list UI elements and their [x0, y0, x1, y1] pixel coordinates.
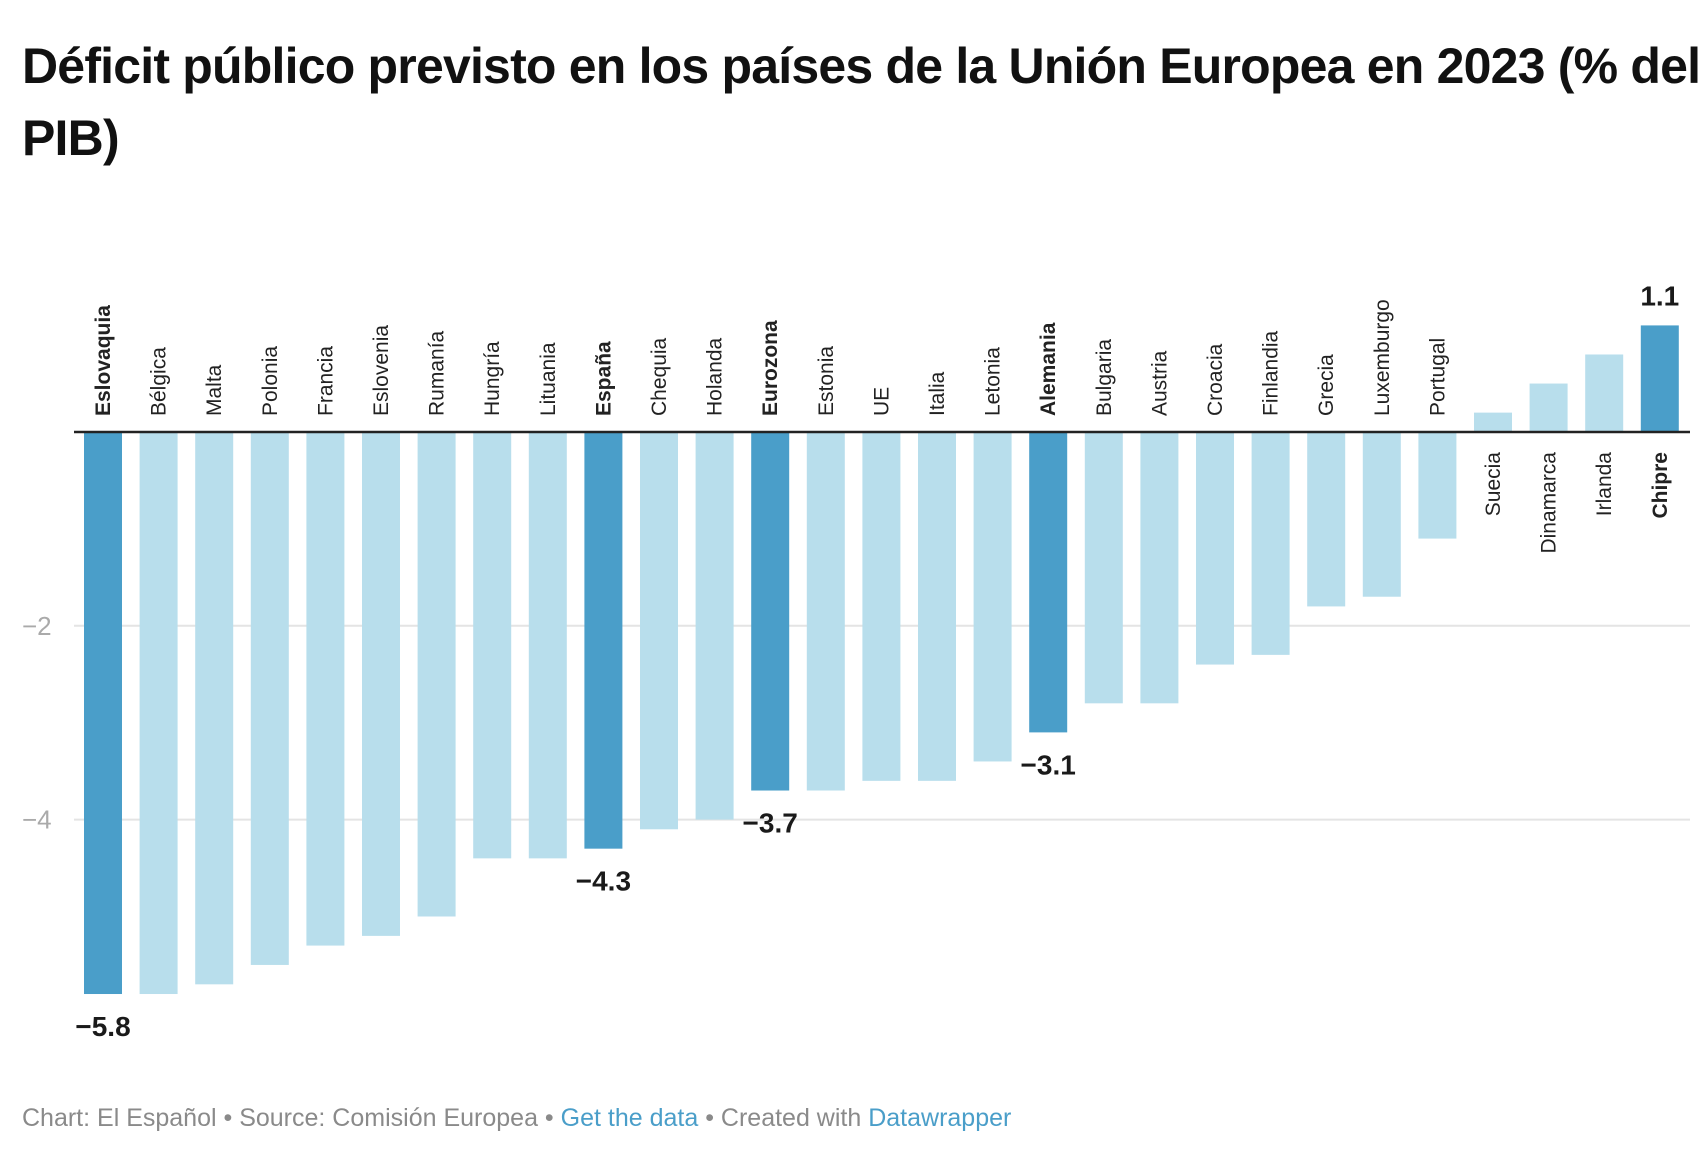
category-label: España — [592, 341, 615, 416]
category-label: Dinamarca — [1538, 452, 1561, 554]
category-label: Suecia — [1482, 452, 1505, 517]
created-with-text: Created with — [720, 1104, 869, 1132]
data-label: −3.7 — [743, 808, 798, 839]
bar-bélgica — [139, 432, 178, 995]
bar-ue — [862, 432, 901, 781]
bar-irlanda — [1585, 354, 1624, 432]
category-label: Polonia — [259, 346, 282, 416]
bar-alemania — [1029, 432, 1068, 733]
bar-letonia — [973, 432, 1012, 762]
data-label: −3.1 — [1021, 749, 1076, 780]
category-label: Bulgaria — [1093, 339, 1116, 416]
bar-suecia — [1474, 412, 1512, 432]
category-label: Irlanda — [1593, 452, 1616, 517]
bar-hungría — [473, 432, 512, 859]
bar-polonia — [250, 432, 289, 965]
chart-footer: Chart: El Español • Source: Comisión Eur… — [22, 1104, 1011, 1133]
category-label: Croacia — [1204, 343, 1227, 416]
category-label: Grecia — [1315, 354, 1338, 416]
y-tick-label: −2 — [22, 611, 52, 641]
category-label: Luxemburgo — [1371, 299, 1394, 416]
category-label: Finlandia — [1260, 330, 1283, 416]
bar-portugal — [1418, 432, 1457, 539]
category-label: Italia — [926, 371, 949, 416]
chart-title: Déficit público previsto en los países d… — [22, 38, 1701, 166]
bar-lituania — [528, 432, 567, 859]
category-label: Holanda — [704, 337, 727, 416]
category-label: Letonia — [982, 347, 1005, 416]
data-label: 1.1 — [1640, 280, 1679, 311]
bar-estonia — [806, 432, 845, 791]
bar-eurozona — [751, 432, 790, 791]
source-text: Source: Comisión Europea — [239, 1104, 538, 1132]
category-label: Francia — [314, 346, 337, 416]
category-label: Rumanía — [426, 330, 449, 416]
bar-grecia — [1307, 432, 1346, 607]
get-the-data-link[interactable]: Get the data — [560, 1104, 699, 1132]
bar-francia — [306, 432, 345, 946]
bar-chequia — [640, 432, 678, 830]
category-label: Estonia — [815, 346, 838, 416]
category-label: Austria — [1148, 350, 1171, 416]
bar-bulgaria — [1084, 432, 1123, 704]
category-label: Bélgica — [148, 347, 171, 416]
bar-croacia — [1196, 432, 1234, 665]
bar-eslovaquia — [84, 432, 122, 995]
separator: • — [216, 1104, 240, 1132]
bar-eslovenia — [362, 432, 400, 936]
category-label: Hungría — [481, 341, 504, 416]
category-label: Eurozona — [759, 320, 782, 416]
category-label: Eslovaquia — [92, 305, 115, 416]
category-label: Portugal — [1426, 338, 1449, 416]
bar-luxemburgo — [1362, 432, 1401, 597]
y-tick-label: −4 — [22, 805, 52, 835]
bar-rumanía — [417, 432, 456, 917]
bar-austria — [1140, 432, 1179, 704]
category-label: Malta — [203, 364, 226, 416]
data-label: −5.8 — [75, 1011, 130, 1042]
bar-finlandia — [1251, 432, 1290, 655]
category-label: UE — [870, 387, 893, 416]
category-label: Alemania — [1037, 322, 1060, 416]
datawrapper-link[interactable]: Datawrapper — [868, 1104, 1012, 1132]
bar-chipre — [1640, 325, 1679, 432]
separator: • — [698, 1104, 721, 1132]
separator: • — [537, 1104, 561, 1132]
data-label: −4.3 — [576, 866, 631, 897]
category-label: Eslovenia — [370, 325, 393, 416]
bar-holanda — [695, 432, 734, 820]
bar-españa — [584, 432, 623, 849]
category-label: Lituania — [537, 342, 560, 416]
category-label: Chequia — [648, 337, 671, 416]
category-label: Chipre — [1649, 452, 1672, 519]
bar-malta — [195, 432, 234, 985]
bar-italia — [918, 432, 956, 781]
bar-chart: −2 −4 Eslovaquia Bélgica Malta Polonia Francia… — [22, 280, 1690, 1042]
bar-dinamarca — [1529, 383, 1568, 432]
chart-credit: Chart: El Español — [22, 1104, 217, 1132]
